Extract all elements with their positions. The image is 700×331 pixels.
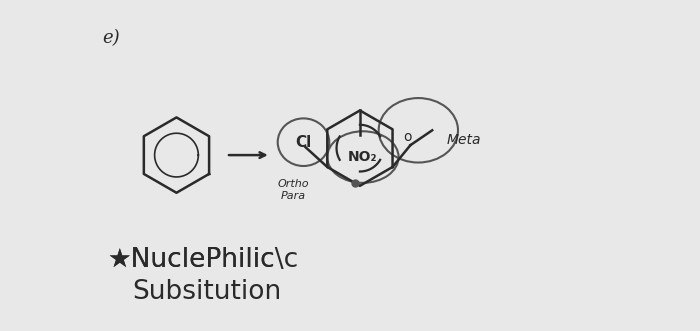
Text: Cl: Cl — [295, 135, 312, 150]
Text: NO₂: NO₂ — [348, 150, 377, 164]
Text: Subsitution: Subsitution — [132, 279, 281, 305]
Text: Meta: Meta — [447, 133, 482, 147]
Text: Ortho
Para: Ortho Para — [278, 179, 309, 201]
Text: ★NuclePhilic: ★NuclePhilic — [107, 247, 275, 273]
Text: ★NuclePhilic\c: ★NuclePhilic\c — [107, 247, 298, 273]
Text: o: o — [403, 130, 412, 144]
Text: e): e) — [102, 29, 120, 47]
